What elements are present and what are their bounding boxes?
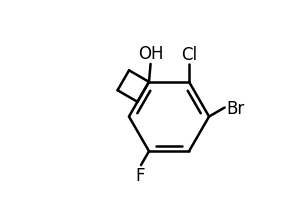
Text: Br: Br <box>227 99 245 117</box>
Text: F: F <box>135 166 145 184</box>
Text: OH: OH <box>138 45 163 63</box>
Text: Cl: Cl <box>181 45 197 63</box>
